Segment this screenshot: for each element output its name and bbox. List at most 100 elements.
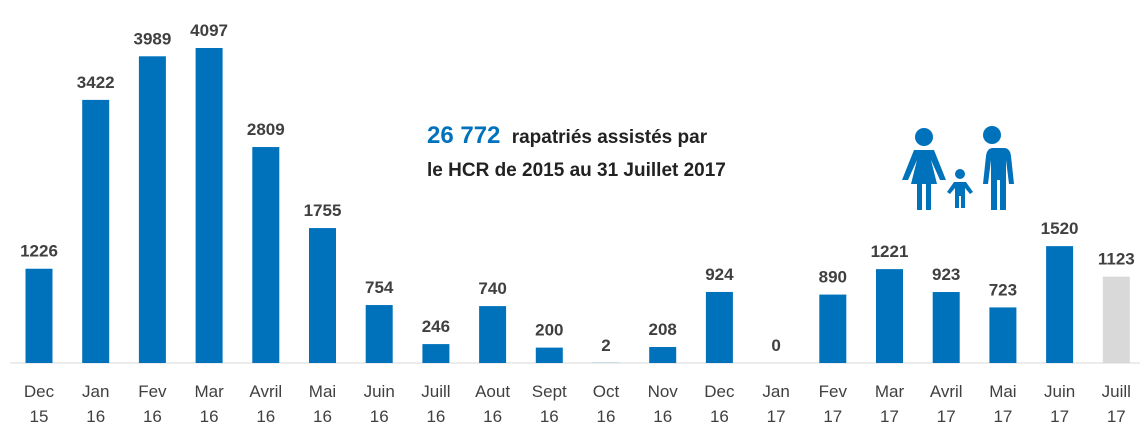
x-tick-label-line: Juill <box>1102 382 1131 401</box>
x-tick-label: Aout 16 <box>475 382 510 426</box>
bar <box>705 291 733 363</box>
x-tick-label-line: 16 <box>200 407 219 426</box>
x-tick-label-line: 16 <box>710 407 729 426</box>
x-tick-label-line: Mai <box>309 382 336 401</box>
bar <box>876 269 903 363</box>
x-tick-label-line: 15 <box>30 407 49 426</box>
x-tick-label-line: 16 <box>597 407 616 426</box>
x-tick-label-line: 16 <box>540 407 559 426</box>
value-label: 3422 <box>77 73 115 92</box>
x-tick-label-line: 16 <box>653 407 672 426</box>
x-tick-label: Fev 16 <box>138 382 167 426</box>
value-label: 924 <box>705 265 734 284</box>
x-tick-label: Dec 15 <box>24 382 55 426</box>
x-tick-label-line: Dec <box>24 382 55 401</box>
x-tick-label: Fev 17 <box>819 382 848 426</box>
x-tick-label: Juill 17 <box>1102 382 1131 426</box>
x-tick-label-line: Jan <box>762 382 789 401</box>
annotation-number: 26 772 <box>427 122 500 149</box>
x-tick-label-line: Avril <box>249 382 282 401</box>
value-label: 1123 <box>1098 250 1135 269</box>
bar <box>252 147 280 363</box>
x-tick-label-line: Nov <box>648 382 679 401</box>
bar <box>479 306 507 363</box>
bar <box>195 48 223 363</box>
bar <box>649 347 677 363</box>
x-tick-label: Jan 17 <box>762 382 789 426</box>
bar <box>932 292 960 363</box>
bar <box>309 228 336 363</box>
x-tick-label: Jan 16 <box>82 382 109 426</box>
bar <box>365 305 393 363</box>
x-tick-label-line: 16 <box>256 407 275 426</box>
x-tick-label-line: 16 <box>313 407 332 426</box>
x-tick-label-line: Aout <box>475 382 510 401</box>
x-tick-label: Juill 16 <box>421 382 450 426</box>
x-tick-label-line: Mai <box>989 382 1016 401</box>
value-label: 200 <box>535 321 563 340</box>
value-label: 4097 <box>190 21 228 40</box>
value-label: 740 <box>478 279 506 298</box>
x-tick-label-line: Avril <box>930 382 963 401</box>
annotation-line2: le HCR de 2015 au 31 Juillet 2017 <box>427 160 726 181</box>
value-label: 1520 <box>1041 219 1079 238</box>
x-tick-label: Dec 16 <box>704 382 735 426</box>
x-tick-label: Mai 17 <box>989 382 1016 426</box>
bar <box>1046 246 1074 363</box>
x-tick-label-line: Jan <box>82 382 109 401</box>
x-tick-label: Avril 17 <box>930 382 963 426</box>
bar <box>138 56 166 363</box>
x-tick-label-line: Mar <box>875 382 905 401</box>
x-tick-label-line: 16 <box>370 407 389 426</box>
x-tick-label-line: Juin <box>364 382 395 401</box>
family-icon <box>902 126 1014 210</box>
x-tick-label-line: Oct <box>593 382 620 401</box>
value-label: 1755 <box>304 201 342 220</box>
value-label: 890 <box>819 268 847 287</box>
value-label: 208 <box>649 320 677 339</box>
x-tick-label-line: Dec <box>704 382 735 401</box>
x-tick-label-line: 17 <box>1107 407 1126 426</box>
x-tick-label-line: 16 <box>483 407 502 426</box>
value-label: 3989 <box>133 29 171 48</box>
x-tick-label-line: Juill <box>421 382 450 401</box>
x-tick-label-line: Fev <box>819 382 848 401</box>
x-tick-label-line: Juin <box>1044 382 1075 401</box>
annotation: 26 772 rapatriés assistés par <box>427 122 708 149</box>
x-tick-label-line: 17 <box>1050 407 1069 426</box>
x-tick-label-line: Mar <box>194 382 224 401</box>
bar <box>989 307 1017 363</box>
x-tick-label-line: 17 <box>993 407 1012 426</box>
value-label: 923 <box>932 265 960 284</box>
bar <box>422 344 450 363</box>
x-tick-label: Juin 17 <box>1044 382 1075 426</box>
x-tick-label-line: 16 <box>426 407 445 426</box>
bar <box>819 294 847 363</box>
value-label: 0 <box>771 336 780 355</box>
x-tick-label: Avril 16 <box>249 382 282 426</box>
bar <box>535 347 563 363</box>
value-label: 723 <box>989 280 1017 299</box>
x-tick-label-line: 17 <box>823 407 842 426</box>
x-tick-label: Mar 17 <box>875 382 905 426</box>
annotation-line1: rapatriés assistés par <box>512 127 708 148</box>
bar <box>1102 276 1130 363</box>
value-label: 754 <box>365 278 394 297</box>
x-tick-label-line: 17 <box>880 407 899 426</box>
x-tick-label: Sept 16 <box>532 382 567 426</box>
value-label: 2 <box>601 336 610 355</box>
value-label: 1226 <box>20 242 58 261</box>
x-tick-label-line: Sept <box>532 382 567 401</box>
value-label: 2809 <box>247 120 285 139</box>
x-tick-label: Mar 16 <box>194 382 224 426</box>
bar <box>82 99 110 363</box>
x-tick-label: Mai 16 <box>309 382 336 426</box>
x-tick-label: Juin 16 <box>364 382 395 426</box>
x-tick-label-line: Fev <box>138 382 167 401</box>
x-tick-label: Oct 16 <box>593 382 620 426</box>
x-tick-label-line: 16 <box>86 407 105 426</box>
value-label: 246 <box>422 317 450 336</box>
x-tick-label-line: 16 <box>143 407 162 426</box>
x-tick-label: Nov 16 <box>648 382 679 426</box>
